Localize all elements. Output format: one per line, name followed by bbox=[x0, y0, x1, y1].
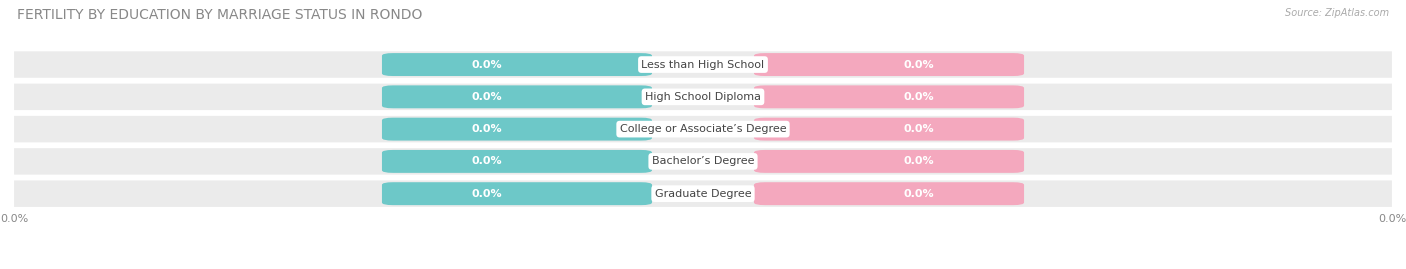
Text: 0.0%: 0.0% bbox=[472, 59, 502, 70]
Text: Bachelor’s Degree: Bachelor’s Degree bbox=[652, 156, 754, 167]
FancyBboxPatch shape bbox=[14, 148, 1392, 175]
Text: 0.0%: 0.0% bbox=[472, 189, 502, 199]
Text: High School Diploma: High School Diploma bbox=[645, 92, 761, 102]
FancyBboxPatch shape bbox=[14, 51, 1392, 78]
FancyBboxPatch shape bbox=[382, 182, 652, 205]
Text: 0.0%: 0.0% bbox=[472, 92, 502, 102]
Text: 0.0%: 0.0% bbox=[904, 92, 934, 102]
Text: 0.0%: 0.0% bbox=[472, 124, 502, 134]
FancyBboxPatch shape bbox=[14, 180, 1392, 207]
FancyBboxPatch shape bbox=[382, 53, 652, 76]
Text: Source: ZipAtlas.com: Source: ZipAtlas.com bbox=[1285, 8, 1389, 18]
FancyBboxPatch shape bbox=[754, 182, 1024, 205]
FancyBboxPatch shape bbox=[382, 85, 652, 108]
FancyBboxPatch shape bbox=[754, 53, 1024, 76]
FancyBboxPatch shape bbox=[14, 116, 1392, 142]
Text: 0.0%: 0.0% bbox=[904, 124, 934, 134]
FancyBboxPatch shape bbox=[382, 150, 652, 173]
FancyBboxPatch shape bbox=[754, 150, 1024, 173]
Text: 0.0%: 0.0% bbox=[904, 156, 934, 167]
Text: Graduate Degree: Graduate Degree bbox=[655, 189, 751, 199]
Text: 0.0%: 0.0% bbox=[472, 156, 502, 167]
FancyBboxPatch shape bbox=[382, 118, 652, 141]
FancyBboxPatch shape bbox=[754, 118, 1024, 141]
Text: 0.0%: 0.0% bbox=[904, 59, 934, 70]
Text: FERTILITY BY EDUCATION BY MARRIAGE STATUS IN RONDO: FERTILITY BY EDUCATION BY MARRIAGE STATU… bbox=[17, 8, 422, 22]
FancyBboxPatch shape bbox=[754, 85, 1024, 108]
Text: Less than High School: Less than High School bbox=[641, 59, 765, 70]
Text: 0.0%: 0.0% bbox=[904, 189, 934, 199]
FancyBboxPatch shape bbox=[14, 84, 1392, 110]
Text: College or Associate’s Degree: College or Associate’s Degree bbox=[620, 124, 786, 134]
